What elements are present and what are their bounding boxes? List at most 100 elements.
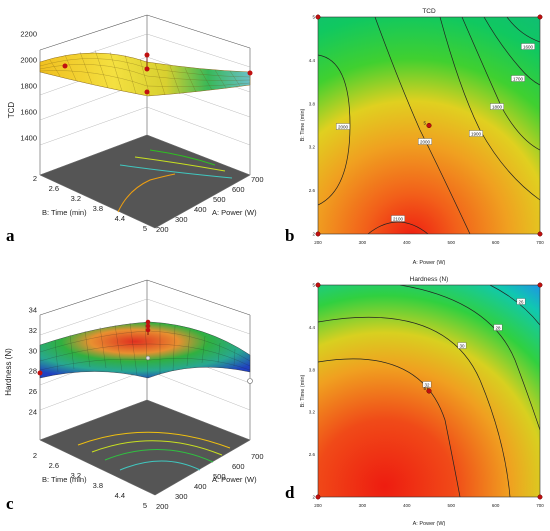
corner-design-point: [315, 14, 321, 20]
panel-c-y-tick-labels: 2 2.6 3.2 3.8 4.4 5: [33, 451, 147, 510]
contour-label: 2100: [391, 215, 405, 222]
x-tick-label: 700: [251, 452, 264, 461]
panel-a-design-point: [247, 70, 253, 76]
corner-design-point: [315, 494, 321, 500]
x-tick-label: 600: [232, 185, 245, 194]
corner-design-point: [315, 282, 321, 288]
contour-label: 28: [493, 324, 503, 331]
y-tick-label: 4.4: [115, 214, 125, 223]
x-tick-label: 500: [213, 195, 226, 204]
panel-a-surface-plot: 1400 1600 1800 2000 2200 2 2.6 3.2 3.8 4.4 5 200 3…: [7, 14, 264, 234]
y-tick-label: 2.6: [309, 188, 316, 193]
z-tick-label: 34: [29, 306, 37, 315]
panel-d-design-point-label: 5: [423, 386, 426, 391]
z-tick-label: 24: [29, 408, 37, 417]
panel-c-design-point: [145, 319, 151, 325]
panel-b-y-axis-label: B: Time (min): [300, 108, 306, 141]
contour-label: 1900: [469, 130, 483, 137]
contour-label: 1800: [490, 103, 504, 110]
panel-b-contour-plot: TCD 2100 2000 2000 1900 1800 1700 1600 5 200 30…: [300, 8, 544, 266]
panel-d-contour-lines: [318, 285, 540, 497]
x-tick-label: 200: [314, 240, 322, 245]
panel-c-z-tick-labels: 24 26 28 30 32 34: [29, 306, 37, 417]
x-tick-label: 200: [314, 503, 322, 508]
corner-design-point: [537, 494, 543, 500]
panel-a-design-point: [144, 66, 150, 72]
x-tick-label: 700: [536, 240, 544, 245]
z-tick-label: 1400: [20, 134, 37, 143]
z-tick-label: 26: [29, 387, 37, 396]
panel-d-x-axis-label: A: Power (W): [413, 521, 446, 527]
corner-design-point: [537, 282, 543, 288]
contour-label: 2000: [418, 138, 432, 145]
panel-b-x-axis-label: A: Power (W): [413, 260, 446, 266]
x-tick-label: 300: [359, 240, 367, 245]
panel-a-y-axis-label: B: Time (min): [42, 208, 87, 217]
contour-label-text: 2000: [420, 140, 431, 145]
x-tick-label: 700: [251, 175, 264, 184]
panel-a-floor: [39, 134, 251, 229]
corner-design-point: [315, 231, 321, 237]
contour-label: 32: [422, 381, 432, 388]
panel-a-surface-mesh: [39, 49, 251, 97]
y-tick-label: 3.2: [71, 471, 81, 480]
panel-c-floor: [39, 399, 251, 496]
panel-a-design-point: [144, 52, 150, 58]
y-tick-label: 2: [33, 174, 37, 183]
panel-c-floor-contours: [77, 431, 231, 471]
panel-a-design-point: [62, 63, 68, 69]
panel-a-x-axis-label: A: Power (W): [212, 208, 257, 217]
x-tick-label: 600: [232, 462, 245, 471]
panel-a-x-tick-labels: 200 300 400 500 600 700: [156, 175, 264, 234]
contour-label-text: 30: [459, 344, 465, 349]
z-tick-label: 28: [29, 367, 37, 376]
contour-label-text: 26: [518, 300, 524, 305]
panel-b-design-point: [426, 122, 432, 129]
y-tick-label: 2.6: [309, 452, 316, 457]
y-tick-label: 3.2: [71, 194, 81, 203]
z-tick-label: 1600: [20, 108, 37, 117]
panel-b-y-tick-labels: 2 2.6 3.2 3.8 4.4 5: [309, 15, 316, 237]
z-tick-label: 2000: [20, 56, 37, 65]
contour-label-text: 32: [424, 383, 430, 388]
y-tick-label: 4.4: [309, 325, 316, 330]
x-tick-label: 600: [492, 503, 500, 508]
y-tick-label: 3.8: [309, 101, 316, 106]
panel-c-x-axis-label: A: Power (W): [212, 475, 257, 484]
x-tick-label: 600: [492, 240, 500, 245]
contour-label: 1600: [521, 43, 535, 50]
contour-label-text: 1600: [523, 45, 534, 50]
y-tick-label: 5: [143, 501, 147, 510]
y-tick-label: 3.8: [93, 204, 103, 213]
panel-d-x-tick-labels: 200 300 400 500 600 700: [314, 503, 544, 508]
panel-b-design-point-label: 5: [423, 121, 426, 126]
x-tick-label: 500: [213, 472, 226, 481]
y-tick-label: 3.8: [93, 481, 103, 490]
contour-label-text: 2000: [338, 125, 349, 130]
contour-label: 30: [457, 342, 467, 349]
panel-a-surface: [39, 52, 251, 97]
panel-c-y-axis-label: B: Time (min): [42, 475, 87, 484]
y-tick-label: 2: [312, 495, 315, 500]
z-tick-label: 1800: [20, 82, 37, 91]
contour-label-text: 1700: [513, 77, 524, 82]
z-tick-label: 32: [29, 326, 37, 335]
corner-design-point: [537, 231, 543, 237]
panel-c-design-point: [37, 370, 43, 376]
panel-b-x-tick-labels: 200 300 400 500 600 700: [314, 240, 544, 245]
panel-b-plot-area: [317, 16, 541, 235]
y-tick-label: 4.4: [309, 58, 316, 63]
panel-letter-a: a: [6, 226, 15, 245]
panel-b-corner-points: [315, 14, 543, 237]
z-tick-label: 2200: [20, 30, 37, 39]
panel-d-plot-area: [317, 284, 541, 498]
panel-c-surface: [39, 321, 251, 379]
x-tick-label: 400: [403, 240, 411, 245]
panel-c-x-tick-labels: 200 300 400 500 600 700: [156, 452, 264, 511]
contour-label-text: 2100: [393, 217, 404, 222]
panel-a-floor-contours: [117, 149, 233, 213]
y-tick-label: 3.2: [309, 410, 316, 415]
x-tick-label: 400: [194, 482, 207, 491]
panel-b-title: TCD: [422, 8, 436, 15]
